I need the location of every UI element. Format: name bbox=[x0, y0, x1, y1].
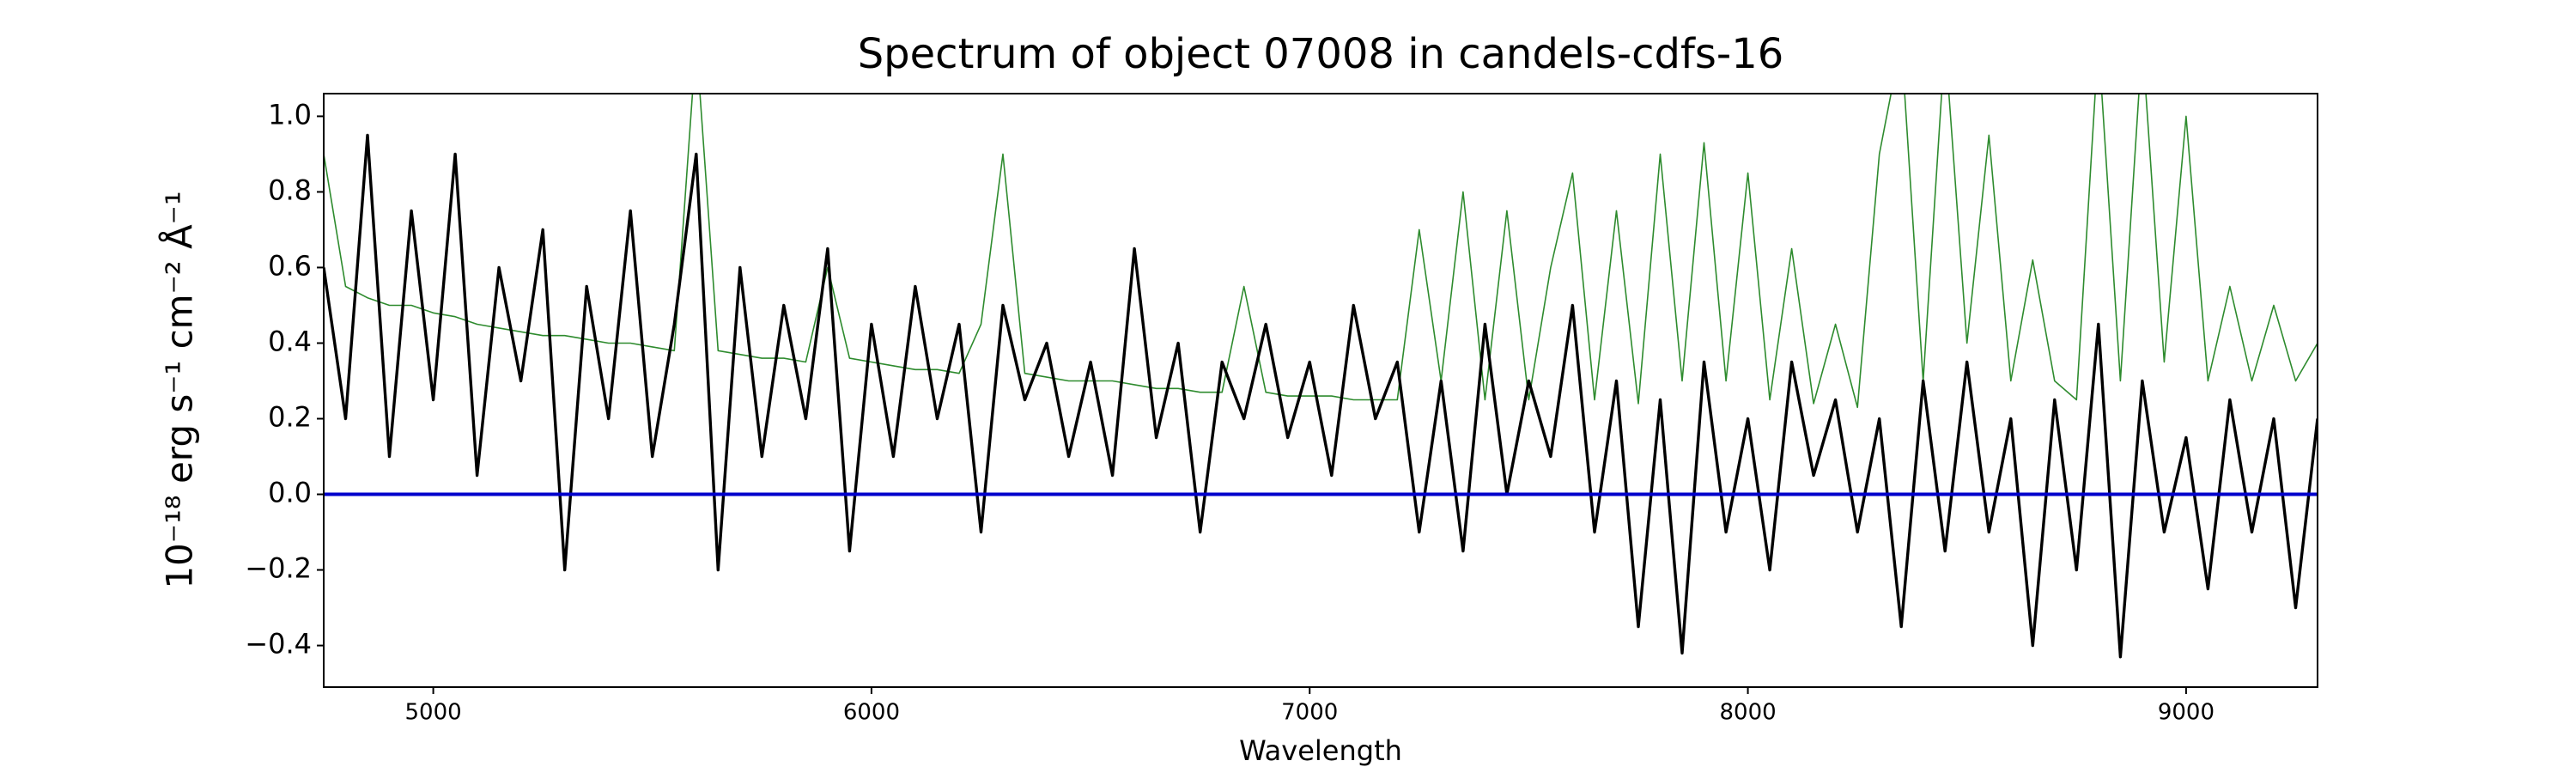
x-tick-label: 6000 bbox=[843, 700, 900, 726]
y-tick-label: −0.2 bbox=[245, 552, 312, 585]
spectrum-line bbox=[324, 94, 2318, 409]
plot-area bbox=[324, 94, 2318, 659]
x-tick-label: 5000 bbox=[404, 700, 461, 726]
chart-title: Spectrum of object 07008 in candels-cdfs… bbox=[858, 30, 1784, 78]
y-tick-label: 0.2 bbox=[268, 401, 312, 434]
y-axis-label: 10⁻¹⁸ erg s⁻¹ cm⁻² Å⁻¹ bbox=[158, 191, 201, 588]
x-tick-label: 9000 bbox=[2158, 700, 2215, 726]
y-tick-label: 0.0 bbox=[268, 477, 312, 509]
y-tick-label: 0.6 bbox=[268, 249, 312, 282]
y-tick-label: 1.0 bbox=[268, 98, 312, 131]
x-tick-label: 7000 bbox=[1281, 700, 1338, 726]
y-tick-label: 0.8 bbox=[268, 173, 312, 206]
y-tick-label: −0.4 bbox=[245, 628, 312, 660]
y-tick-label: 0.4 bbox=[268, 325, 312, 357]
axes-frame bbox=[323, 93, 2318, 688]
x-axis-label: Wavelength bbox=[1239, 734, 1402, 767]
x-tick-label: 8000 bbox=[1719, 700, 1776, 726]
spectrum-line bbox=[324, 133, 2318, 659]
